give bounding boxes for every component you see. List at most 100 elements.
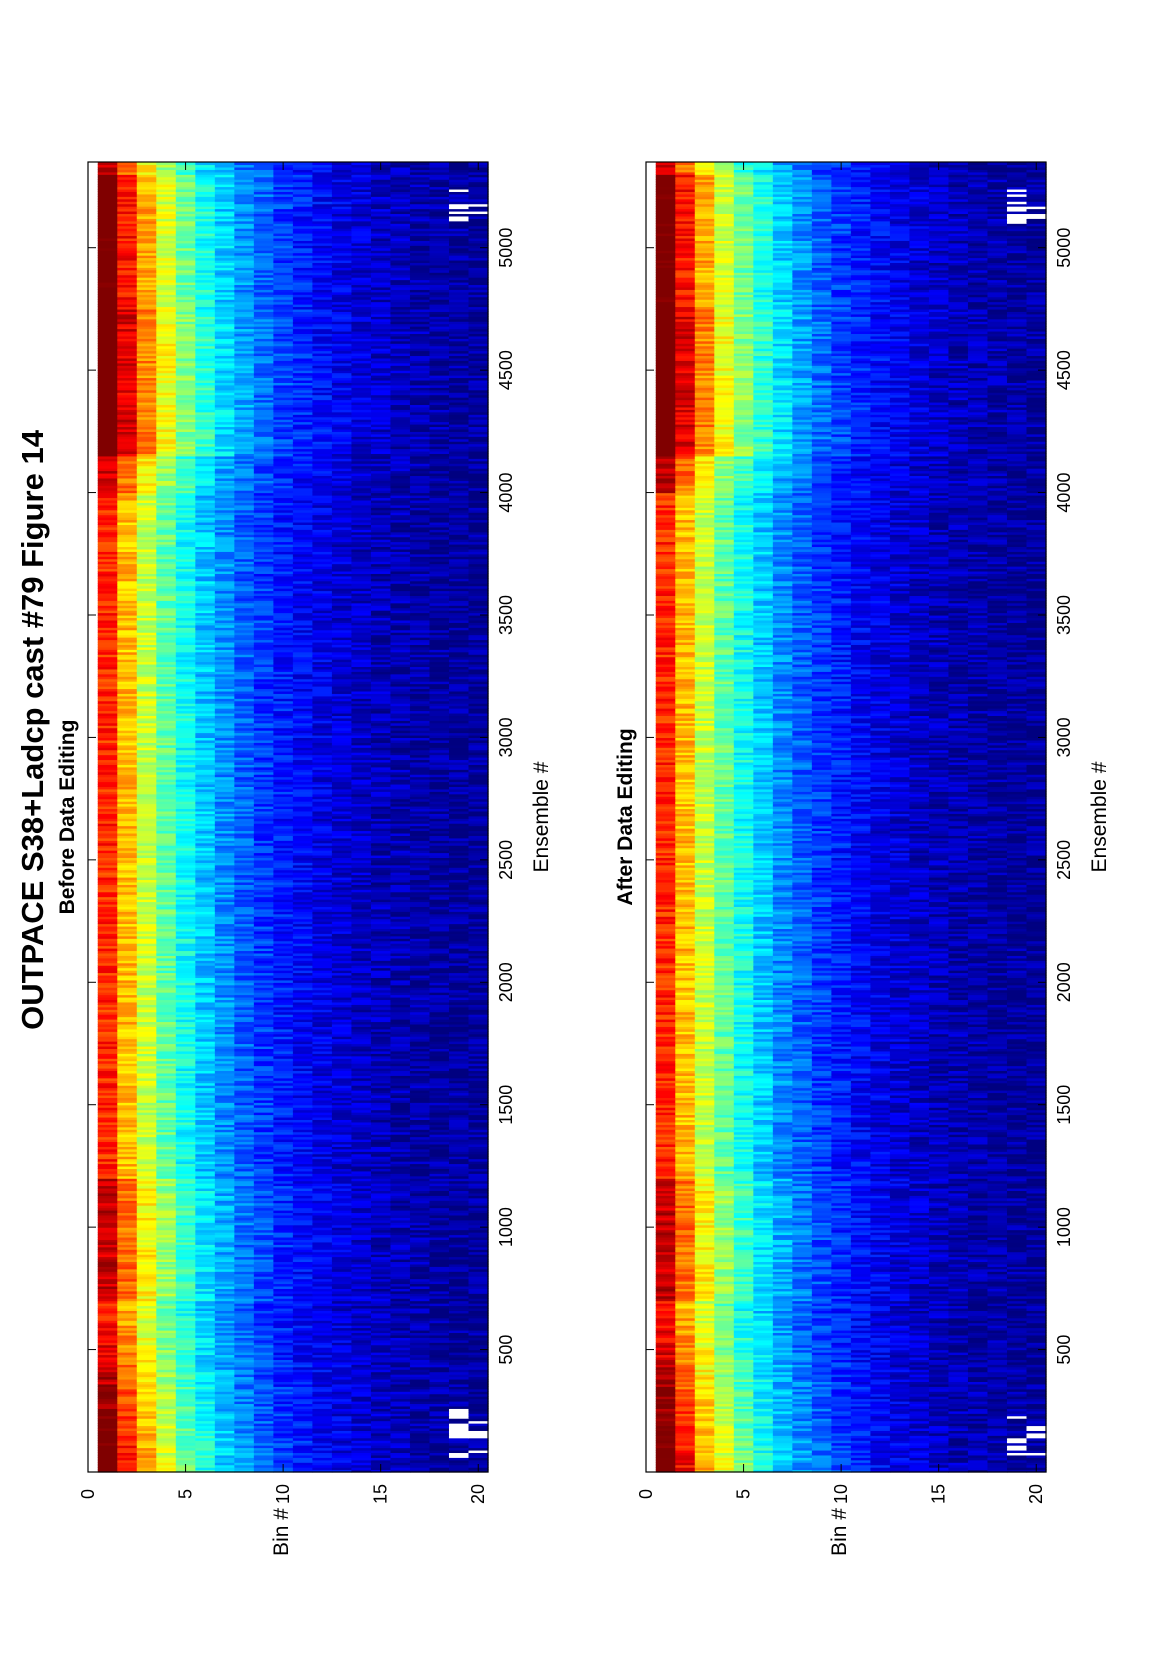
heatmap-cell [468, 1398, 489, 1402]
heatmap-cell [331, 1109, 353, 1113]
heatmap-cell [117, 1050, 138, 1054]
heatmap-cell [312, 1366, 333, 1370]
heatmap-cell [97, 889, 118, 893]
heatmap-cell [273, 1143, 294, 1147]
heatmap-cell [195, 992, 216, 996]
heatmap-cell [156, 1239, 177, 1243]
heatmap-cell [390, 1048, 411, 1052]
heatmap-cell [156, 1153, 177, 1157]
heatmap-cell [292, 1102, 313, 1106]
heatmap-cell [468, 1251, 489, 1255]
heatmap-cell [136, 1329, 157, 1334]
heatmap-cell [195, 1256, 216, 1260]
heatmap-cell [156, 1114, 177, 1118]
heatmap-cell [175, 1462, 196, 1466]
heatmap-cell [331, 1276, 353, 1280]
heatmap-cell [117, 1374, 138, 1378]
heatmap-cell [214, 1464, 235, 1468]
heatmap-cell [370, 1361, 392, 1365]
heatmap-cell [331, 1187, 353, 1192]
heatmap-cell [195, 1148, 216, 1152]
heatmap-cell [97, 1391, 118, 1395]
heatmap-cell [409, 1320, 431, 1324]
heatmap-cell [253, 1156, 274, 1160]
heatmap-cell [156, 916, 177, 920]
heatmap-cell [253, 1445, 274, 1449]
heatmap-cell [468, 1354, 489, 1358]
heatmap-cell [195, 1430, 216, 1434]
heatmap-cell [175, 1131, 196, 1135]
heatmap-cell [409, 1077, 431, 1081]
heatmap-cell [175, 1391, 196, 1395]
heatmap-cell [253, 1300, 274, 1304]
heatmap-cell [448, 977, 470, 981]
heatmap-cell [312, 989, 333, 993]
heatmap-cell [390, 1058, 411, 1062]
heatmap-cell [409, 1378, 431, 1382]
heatmap-cell [214, 1136, 235, 1140]
heatmap-cell [351, 1271, 372, 1275]
heatmap-cell [273, 1082, 294, 1086]
heatmap-cell [448, 1075, 470, 1079]
heatmap-cell [214, 1210, 235, 1214]
heatmap-cell [214, 1112, 235, 1116]
heatmap-cell [312, 1457, 333, 1461]
heatmap-cell [429, 864, 450, 868]
heatmap-cell [214, 1283, 235, 1287]
heatmap-cell [370, 918, 392, 922]
heatmap-cell [136, 1214, 157, 1218]
heatmap-cell [214, 943, 235, 947]
heatmap-cell [351, 970, 372, 974]
heatmap-cell [156, 1131, 177, 1135]
heatmap-cell [429, 1462, 450, 1466]
heatmap-cell [97, 1403, 118, 1407]
heatmap-cell [331, 1344, 353, 1348]
heatmap-cell [214, 1349, 235, 1353]
heatmap-cell [409, 1403, 431, 1407]
heatmap-cell [370, 1077, 392, 1081]
heatmap-cell [195, 901, 216, 905]
heatmap-cell [429, 1325, 450, 1329]
heatmap-cell [351, 1423, 372, 1427]
heatmap-cell [409, 1053, 431, 1057]
heatmap-cell [331, 1060, 353, 1064]
heatmap-cell [214, 906, 235, 910]
heatmap-cell [312, 1454, 333, 1458]
heatmap-cell [97, 1273, 118, 1277]
heatmap-cell [234, 1322, 255, 1326]
heatmap-cell [409, 1217, 431, 1221]
heatmap-cell [156, 1400, 177, 1405]
heatmap-cell [429, 1435, 450, 1439]
heatmap-cell [175, 1205, 196, 1209]
heatmap-cell [214, 1195, 235, 1199]
heatmap-cell [331, 1009, 353, 1013]
heatmap-cell [292, 908, 313, 912]
heatmap-cell [312, 992, 333, 996]
heatmap-cell [409, 1138, 431, 1143]
heatmap-cell [292, 1116, 313, 1120]
heatmap-cell [429, 1175, 450, 1179]
heatmap-cell [448, 957, 470, 961]
heatmap-cell [468, 994, 489, 998]
heatmap-cell [312, 1254, 333, 1258]
heatmap-cell [234, 1352, 255, 1356]
heatmap-cell [214, 945, 235, 949]
heatmap-cell [448, 1281, 470, 1285]
heatmap-cell [351, 1097, 372, 1101]
heatmap-cell [175, 967, 196, 971]
heatmap-cell [292, 928, 313, 932]
heatmap-cell [409, 1097, 431, 1101]
heatmap-cell [409, 1334, 431, 1338]
heatmap-cell [195, 1325, 216, 1329]
heatmap-cell [97, 1161, 118, 1165]
heatmap-cell [370, 1278, 392, 1282]
heatmap-cell [253, 1361, 274, 1365]
heatmap-cell [370, 1371, 392, 1375]
heatmap-cell [292, 1006, 313, 1010]
heatmap-cell [370, 1435, 392, 1439]
heatmap-cell [273, 1266, 294, 1270]
heatmap-cell [468, 960, 489, 964]
heatmap-cell [253, 1383, 274, 1387]
heatmap-cell [234, 1369, 255, 1373]
heatmap-cell [468, 970, 489, 974]
